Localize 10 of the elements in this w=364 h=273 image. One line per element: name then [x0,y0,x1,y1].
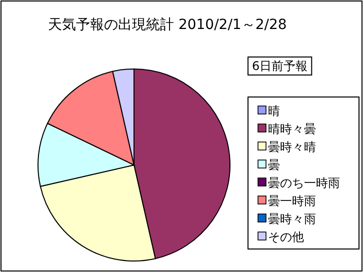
chart-subtitle: 6日前予報 [252,59,308,73]
legend-label: 晴時々曇 [268,122,316,136]
legend-label: その他 [268,230,304,244]
chart-title: 天気予報の出現統計 2010/2/1～2/28 [48,17,287,33]
legend-label: 曇一時雨 [268,194,316,208]
legend-label: 曇時々晴 [268,140,316,154]
legend-label: 曇時々雨 [268,212,316,226]
legend-label: 晴 [268,104,280,118]
legend-label: 曇のち一時雨 [268,176,340,190]
legend-label: 曇 [268,158,280,172]
